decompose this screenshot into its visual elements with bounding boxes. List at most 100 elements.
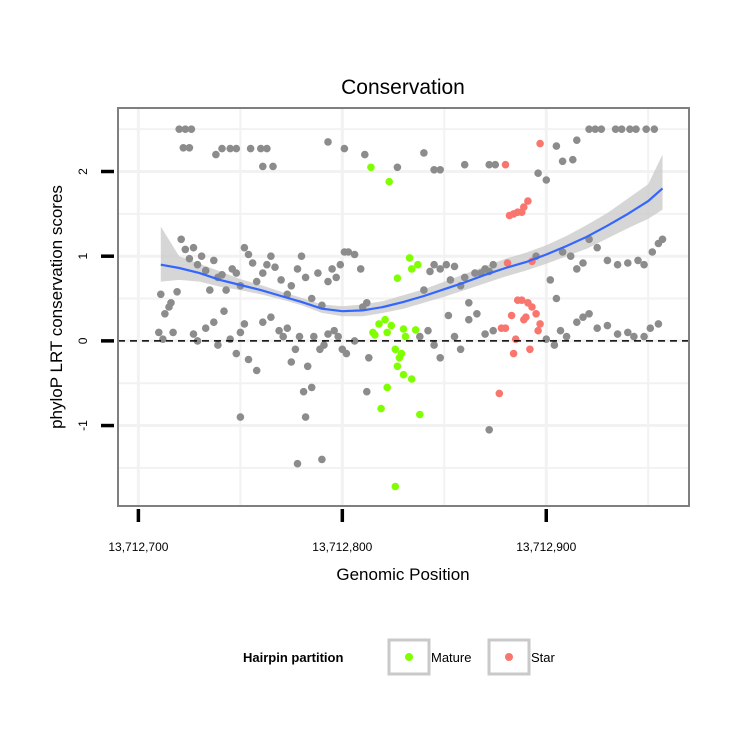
data-point-other [630,332,638,341]
data-point-other [324,138,332,146]
data-point-other [226,144,234,153]
data-point-other [334,332,343,341]
data-point-other [361,150,369,159]
data-point-other [624,328,632,337]
y-tick-label: 1 [76,253,90,260]
data-point-other [550,341,559,349]
data-point-other [299,387,308,396]
data-point-other [301,413,310,421]
data-point-mature [367,163,375,172]
data-point-other [324,277,332,286]
data-point-mature [383,328,392,337]
data-point-other [214,341,222,349]
data-point-other [465,299,473,307]
data-point-other [491,160,500,169]
data-point-other [277,276,285,284]
data-point-other [358,303,367,311]
data-point-other [640,332,648,341]
data-point-other [430,341,438,349]
data-point-other [259,269,267,277]
data-point-star [518,296,526,305]
data-point-other [471,269,479,277]
y-tick-label: -1 [76,420,90,431]
data-point-mature [377,404,385,413]
data-point-other [201,266,210,275]
data-point-mature [391,482,400,491]
data-point-other [252,366,261,375]
data-point-other [350,337,359,345]
data-point-other [181,245,190,254]
data-point-other [579,313,587,322]
data-point-other [534,169,542,177]
data-point-other [585,125,593,133]
data-point-other [197,252,206,260]
data-point-other [259,318,267,327]
x-tick-label: 13,712,900 [516,540,576,554]
data-point-star [536,320,544,328]
legend-label-star: Star [531,650,556,665]
data-point-other [597,125,606,133]
data-point-mature [405,254,414,262]
data-point-other [161,310,169,318]
data-point-other [157,290,165,299]
data-point-other [446,276,455,284]
data-point-star [511,335,520,344]
data-point-star [522,313,530,322]
data-point-other [569,155,577,164]
data-point-other [185,254,194,263]
data-point-other [546,276,555,284]
data-point-other [460,160,469,169]
smooth-trend-line [160,187,664,313]
data-point-other [287,282,296,290]
data-point-other [591,125,599,133]
data-point-other [365,354,373,362]
data-point-other [173,288,181,296]
data-point-other [291,345,300,354]
legend-label-mature: Mature [431,650,471,665]
data-point-other [648,248,657,256]
data-point-other [244,250,253,259]
data-point-mature [371,331,379,339]
x-tick-label: 13,712,800 [312,540,372,554]
data-point-other [167,299,175,307]
data-point-other [232,144,241,153]
data-point-star [509,210,518,218]
data-point-other [420,149,428,157]
data-point-other [232,269,241,277]
data-point-mature [395,354,404,362]
data-point-other [222,286,230,294]
data-point-mature [414,260,422,269]
y-axis-label: phyloP LRT conservation scores [47,185,66,429]
data-point-other [257,144,265,153]
data-point-other [485,160,494,169]
data-point-other [201,324,210,333]
data-point-other [279,332,288,341]
data-point-other [263,260,271,269]
data-point-star [503,259,512,267]
data-point-other [336,260,345,269]
data-point-other [558,157,567,166]
legend-title: Hairpin partition [243,650,343,665]
smooth-line-layer [160,187,664,313]
data-point-other [220,307,228,316]
data-point-other [485,426,494,434]
data-point-other [573,265,581,273]
points-layer [155,125,667,491]
legend-key-star [487,638,531,676]
chart-title: Conservation [341,76,465,99]
data-point-mature [391,345,400,354]
data-point-other [187,125,196,133]
data-point-other [450,332,459,341]
data-point-other [442,260,451,269]
data-point-other [436,354,445,362]
data-point-other [269,162,277,171]
data-point-other [430,166,438,174]
data-point-other [344,248,353,256]
data-point-mature [416,410,424,419]
data-point-other [175,125,183,133]
legend-marker-star [505,653,513,661]
data-point-other [330,326,339,335]
data-point-other [552,294,561,303]
data-point-other [236,328,245,337]
data-point-other [593,243,601,252]
